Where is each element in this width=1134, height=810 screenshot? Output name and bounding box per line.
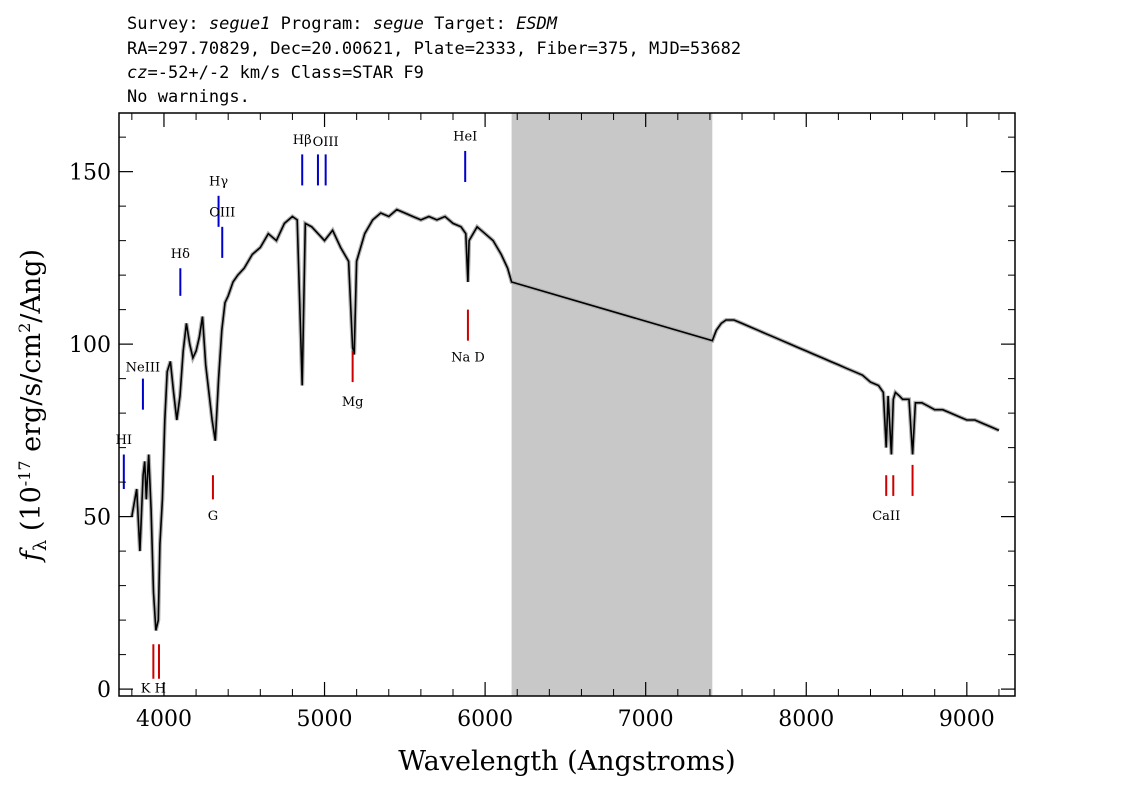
x-tick-label: 6000 xyxy=(457,707,513,732)
cz-value: =-52+/-2 km/s Class=STAR F9 xyxy=(147,63,424,83)
spectral-line-label: K H xyxy=(141,682,166,697)
spectral-line-label: Hγ xyxy=(209,174,228,189)
header-warnings: No warnings. xyxy=(127,87,250,107)
y-tick-label: 0 xyxy=(97,678,111,703)
target-value: ESDM xyxy=(516,14,558,34)
spectral-line-label: Na D xyxy=(451,350,485,365)
x-tick-label: 8000 xyxy=(778,707,834,732)
header-line-1: Survey: segue1 Program: segue Target: ES… xyxy=(127,14,557,34)
survey-label: Survey: xyxy=(127,14,199,34)
plot-frame xyxy=(118,112,1016,697)
spectral-line-label: Mg xyxy=(342,395,364,410)
x-tick-label: 9000 xyxy=(939,707,995,732)
spectral-line-label: HeI xyxy=(453,130,477,145)
program-label: Program: xyxy=(280,14,363,34)
cz-label: cz xyxy=(127,63,148,83)
spectral-line-label: CaII xyxy=(872,509,900,524)
x-tick-label: 7000 xyxy=(618,707,674,732)
x-tick-label: 4000 xyxy=(136,707,192,732)
masked-region xyxy=(511,113,713,696)
spectral-line-label: Hδ xyxy=(171,247,190,262)
y-tick-label: 50 xyxy=(83,506,111,531)
program-value: segue xyxy=(372,14,424,34)
spectrum-line xyxy=(131,208,1000,631)
spectral-line-label: OIII xyxy=(209,205,235,220)
header-coordinates: RA=297.70829, Dec=20.00621, Plate=2333, … xyxy=(127,39,742,59)
x-tick-label: 5000 xyxy=(297,707,353,732)
spectral-line-label: HI xyxy=(116,433,132,448)
y-tick-label: 100 xyxy=(69,333,111,358)
y-axis-title: fλ (10-17 erg/s/cm2/Ang) xyxy=(15,249,51,563)
survey-value: segue1 xyxy=(208,14,271,34)
target-label: Target: xyxy=(434,14,506,34)
spectral-line-label: Hβ xyxy=(293,133,312,148)
y-tick-label: 150 xyxy=(69,161,111,186)
spectral-line-label: G xyxy=(208,509,218,524)
spectral-line-label: OIII xyxy=(313,135,339,150)
spectral-line-label: NeIII xyxy=(126,361,160,376)
x-axis-title: Wavelength (Angstroms) xyxy=(398,746,735,777)
header-redshift: cz=-52+/-2 km/s Class=STAR F9 xyxy=(127,63,424,83)
